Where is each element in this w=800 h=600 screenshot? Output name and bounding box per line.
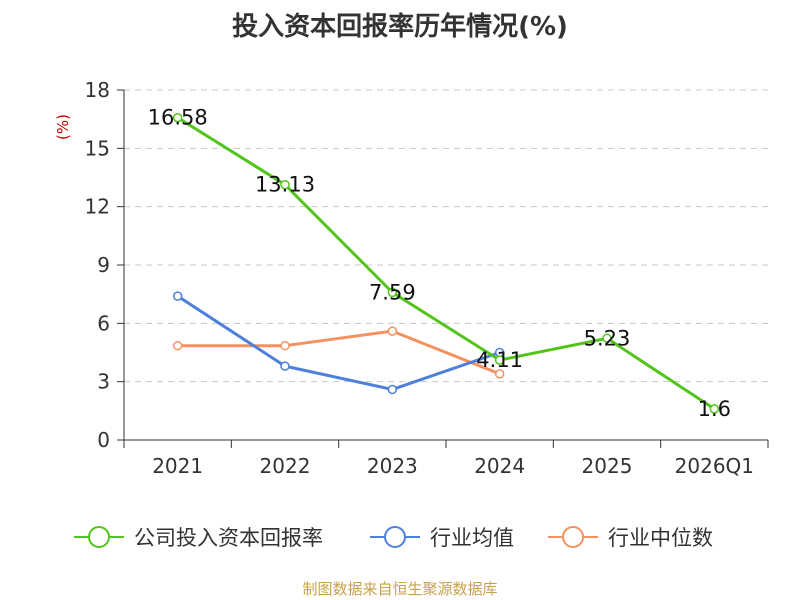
data-point <box>172 112 183 123</box>
series-line <box>176 294 501 391</box>
data-point <box>387 287 398 298</box>
y-tick-label: 9 <box>97 253 110 277</box>
x-tick-label: 2023 <box>367 454 418 478</box>
legend: 公司投入资本回报率 行业均值 行业中位数 <box>74 526 713 550</box>
y-tick-label: 12 <box>85 195 110 219</box>
data-point <box>172 340 183 351</box>
legend-label: 行业中位数 <box>608 526 713 550</box>
data-point <box>387 326 398 336</box>
data-point <box>280 179 290 190</box>
x-tick-label: 2022 <box>260 454 311 478</box>
series-lines <box>172 112 720 414</box>
series-line <box>176 116 716 411</box>
x-tick-label: 2026Q1 <box>675 454 754 478</box>
legend-item: 公司投入资本回报率 <box>74 526 323 550</box>
grid-lines <box>124 89 768 383</box>
chart-title: 投入资本回报率历年情况(%) <box>232 12 568 42</box>
data-label: 1.6 <box>698 397 731 421</box>
y-axis-ticks: 0 3 6 9 12 15 18 <box>85 78 124 452</box>
legend-item: 行业中位数 <box>548 526 713 550</box>
data-label: 16.58 <box>148 106 208 130</box>
legend-marker <box>384 526 406 548</box>
legend-label: 公司投入资本回报率 <box>134 526 323 550</box>
data-point <box>172 291 183 301</box>
data-label: 7.59 <box>369 280 416 304</box>
legend-item: 行业均值 <box>370 526 514 550</box>
data-point <box>387 384 398 395</box>
y-tick-label: 18 <box>85 78 110 102</box>
data-label: 13.13 <box>255 173 315 197</box>
data-point <box>280 361 290 371</box>
y-tick-label: 0 <box>97 428 110 452</box>
x-tick-label: 2021 <box>152 454 203 478</box>
data-point <box>494 369 505 379</box>
data-label: 5.23 <box>584 326 631 350</box>
x-axis-ticks: 2021 2022 2023 2024 2025 2026Q1 <box>123 440 769 478</box>
data-point <box>709 404 720 414</box>
y-tick-label: 15 <box>85 136 110 160</box>
legend-label: 行业均值 <box>430 526 514 550</box>
legend-marker <box>88 526 110 548</box>
y-axis-unit-label: (%) <box>54 114 72 140</box>
x-tick-label: 2024 <box>474 454 525 478</box>
data-point <box>280 340 290 351</box>
y-tick-label: 6 <box>97 311 110 335</box>
data-source-note: 制图数据来自恒生聚源数据库 <box>302 580 498 598</box>
x-tick-label: 2025 <box>582 454 633 478</box>
data-point <box>602 333 612 344</box>
y-tick-label: 3 <box>97 370 110 394</box>
data-labels: 16.58 13.13 7.59 4.11 5.23 1.6 <box>148 106 731 421</box>
data-label: 4.11 <box>476 348 523 372</box>
series-line <box>177 329 501 376</box>
legend-marker <box>562 526 584 548</box>
data-point <box>494 355 505 365</box>
